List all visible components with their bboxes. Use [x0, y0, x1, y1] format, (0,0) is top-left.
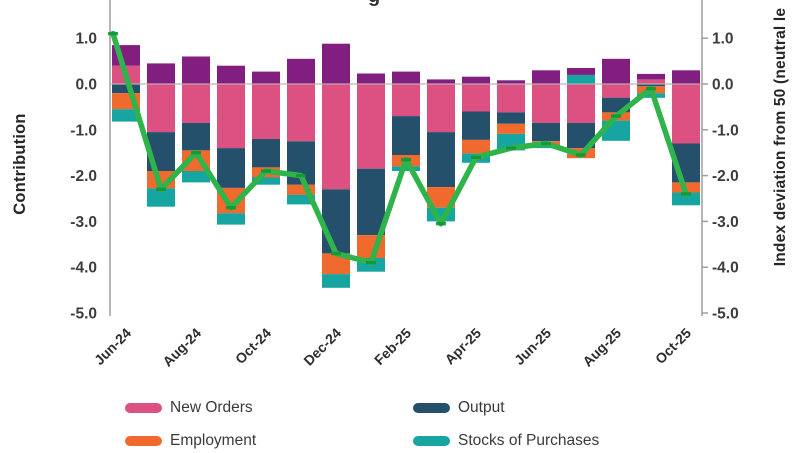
bar-segment-new-orders-jun-25	[532, 84, 560, 123]
bar-segment-new-orders-aug-24	[182, 84, 210, 123]
x-axis-label-jun-25: Jun-25	[511, 325, 554, 368]
bar-segment-new-orders-apr-25	[462, 84, 490, 112]
bar-segment-output-jun-25	[532, 122, 560, 142]
y-axis-right-tick-label: -4.0	[712, 260, 739, 277]
x-axis-label-aug-25: Aug-25	[579, 325, 624, 370]
bar-segment-new-orders-dec-24	[322, 84, 350, 190]
y-axis-left-title: Contribution	[11, 113, 29, 215]
legend-label-employment: Employment	[170, 432, 257, 449]
y-axis-left-tick-label: -3.0	[70, 214, 97, 231]
bar-segment-new-orders-oct-25	[672, 84, 700, 144]
bar-segment--unlabeled-purple-segment--apr-25	[462, 76, 490, 84]
bar-segment-new-orders-aug-25	[602, 84, 630, 98]
y-axis-right-tick-label: 1.0	[712, 31, 734, 48]
legend-item-output: Output	[413, 399, 505, 417]
y-axis-left-tick-label: 0.0	[75, 77, 97, 94]
bar-segment-output-sep-24	[217, 148, 245, 188]
bar-segment--unlabeled-purple-segment--dec-24	[322, 43, 350, 84]
bar-segment-stocks-of-purchases-aug-24	[182, 171, 210, 183]
bar-segment--unlabeled-purple-segment--jul-25	[567, 68, 595, 75]
bar-segment-new-orders-jan-25	[357, 84, 385, 169]
x-axis-label-dec-24: Dec-24	[300, 325, 344, 369]
y-axis-left-tick-label: -2.0	[70, 168, 97, 185]
legend-label-new-orders: New Orders	[170, 399, 253, 416]
bar-segment-output-feb-25	[392, 116, 420, 155]
legend-label-output: Output	[458, 399, 505, 416]
bar-segment-new-orders-oct-24	[252, 84, 280, 139]
bar-segment-employment-dec-24	[322, 253, 350, 275]
bar-segment-output-sep-25	[637, 84, 665, 87]
legend-label-stocks-of-purchases: Stocks of Purchases	[458, 432, 600, 449]
bar-segment-output-dec-24	[322, 189, 350, 254]
bar-segment--unlabeled-purple-segment--feb-25	[392, 71, 420, 84]
legend-item-new-orders: New Orders	[125, 399, 253, 417]
legend-swatch-output	[413, 403, 450, 413]
title-fragment: g	[368, 0, 380, 8]
y-axis-left-tick-label: -5.0	[70, 306, 97, 323]
y-axis-left-tick-label: 1.0	[75, 31, 97, 48]
bar-segment-stocks-of-purchases-sep-24	[217, 213, 245, 225]
x-axis-label-apr-25: Apr-25	[441, 325, 484, 368]
bar-segment-output-apr-25	[462, 111, 490, 140]
bar-segment-new-orders-jul-25	[567, 84, 595, 123]
bar-segment-employment-apr-25	[462, 139, 490, 154]
legend-item-stocks-of-purchases: Stocks of Purchases	[413, 432, 599, 450]
bar-segment-employment-mar-25	[427, 187, 455, 208]
y-axis-right-title: Index deviation from 50 (neutral le	[772, 7, 789, 267]
x-axis-label-oct-24: Oct-24	[232, 325, 274, 367]
bar-segment-employment-nov-24	[287, 184, 315, 195]
bar-segment-output-jan-25	[357, 168, 385, 236]
bar-segment-output-jun-24	[112, 84, 140, 94]
bar-segment-stocks-of-purchases-jun-24	[112, 109, 140, 122]
y-axis-left-tick-label: -4.0	[70, 260, 97, 277]
x-axis-label-jun-24: Jun-24	[91, 325, 134, 368]
bar-segment-stocks-of-purchases-oct-25	[672, 192, 700, 206]
bar-segment--unlabeled-purple-segment--aug-25	[602, 58, 630, 84]
y-axis-right-tick-label: -2.0	[712, 168, 739, 185]
bar-segment-new-orders-nov-24	[287, 84, 315, 142]
bar-segment--unlabeled-purple-segment--mar-25	[427, 79, 455, 84]
y-axis-right-tick-label: -5.0	[712, 306, 739, 323]
bar-segment-stocks-of-purchases-oct-24	[252, 177, 280, 185]
x-axis-label-aug-24: Aug-24	[159, 325, 204, 370]
bar-segment-output-mar-25	[427, 132, 455, 188]
bar-segment-stocks-of-purchases-feb-25	[392, 166, 420, 171]
bar-segment--unlabeled-purple-segment--jun-25	[532, 70, 560, 84]
bar-segment--unlabeled-purple-segment--nov-24	[287, 58, 315, 84]
x-axis-label-feb-25: Feb-25	[371, 325, 414, 368]
bar-segment--unlabeled-purple-segment--oct-25	[672, 70, 700, 84]
bar-segment--unlabeled-purple-segment--sep-25	[637, 73, 665, 80]
bar-segment-stocks-of-purchases-jun-25	[532, 144, 560, 149]
bar-segment-output-oct-24	[252, 139, 280, 168]
bar-segment-new-orders-jul-24	[147, 84, 175, 133]
bar-segment-stocks-of-purchases-jul-25	[567, 74, 595, 84]
bar-segment-new-orders-mar-25	[427, 84, 455, 133]
bar-segment-employment-may-25	[497, 123, 525, 134]
chart-plot: 1.0 0.0 -1.0 -2.0 -3.0 -4.0 -5.0 1.0 0.0 -1.0 -2.0…	[70, 0, 739, 370]
bar-segment-new-orders-feb-25	[392, 84, 420, 117]
legend-swatch-stocks-of-purchases	[413, 436, 450, 446]
bar-segment--unlabeled-purple-segment--aug-24	[182, 56, 210, 84]
bar-segment--unlabeled-purple-segment--jan-25	[357, 73, 385, 84]
bar-segment-new-orders-sep-24	[217, 84, 245, 149]
legend-swatch-new-orders	[125, 403, 162, 413]
y-axis-right-tick-label: -1.0	[712, 122, 739, 139]
bar-segment-output-may-25	[497, 112, 525, 124]
bar-segment--unlabeled-purple-segment--may-25	[497, 80, 525, 84]
bar-segment-output-aug-24	[182, 122, 210, 151]
legend-swatch-employment	[125, 436, 162, 446]
bar-segment--unlabeled-purple-segment--sep-24	[217, 65, 245, 84]
legend-item-employment: Employment	[125, 432, 256, 450]
x-axis-label-oct-25: Oct-25	[652, 325, 694, 367]
bar-segment--unlabeled-purple-segment--oct-24	[252, 71, 280, 84]
bar-segment-stocks-of-purchases-jul-24	[147, 188, 175, 207]
y-axis-right-tick-label: 0.0	[712, 77, 734, 94]
bar-segment-stocks-of-purchases-nov-24	[287, 194, 315, 205]
bar-segment-new-orders-sep-25	[637, 79, 665, 84]
y-axis-left-tick-label: -1.0	[70, 122, 97, 139]
bar-segment--unlabeled-purple-segment--jul-24	[147, 63, 175, 84]
bar-segment-stocks-of-purchases-dec-24	[322, 274, 350, 288]
bar-segment-new-orders-may-25	[497, 84, 525, 113]
y-axis-right-tick-label: -3.0	[712, 214, 739, 231]
